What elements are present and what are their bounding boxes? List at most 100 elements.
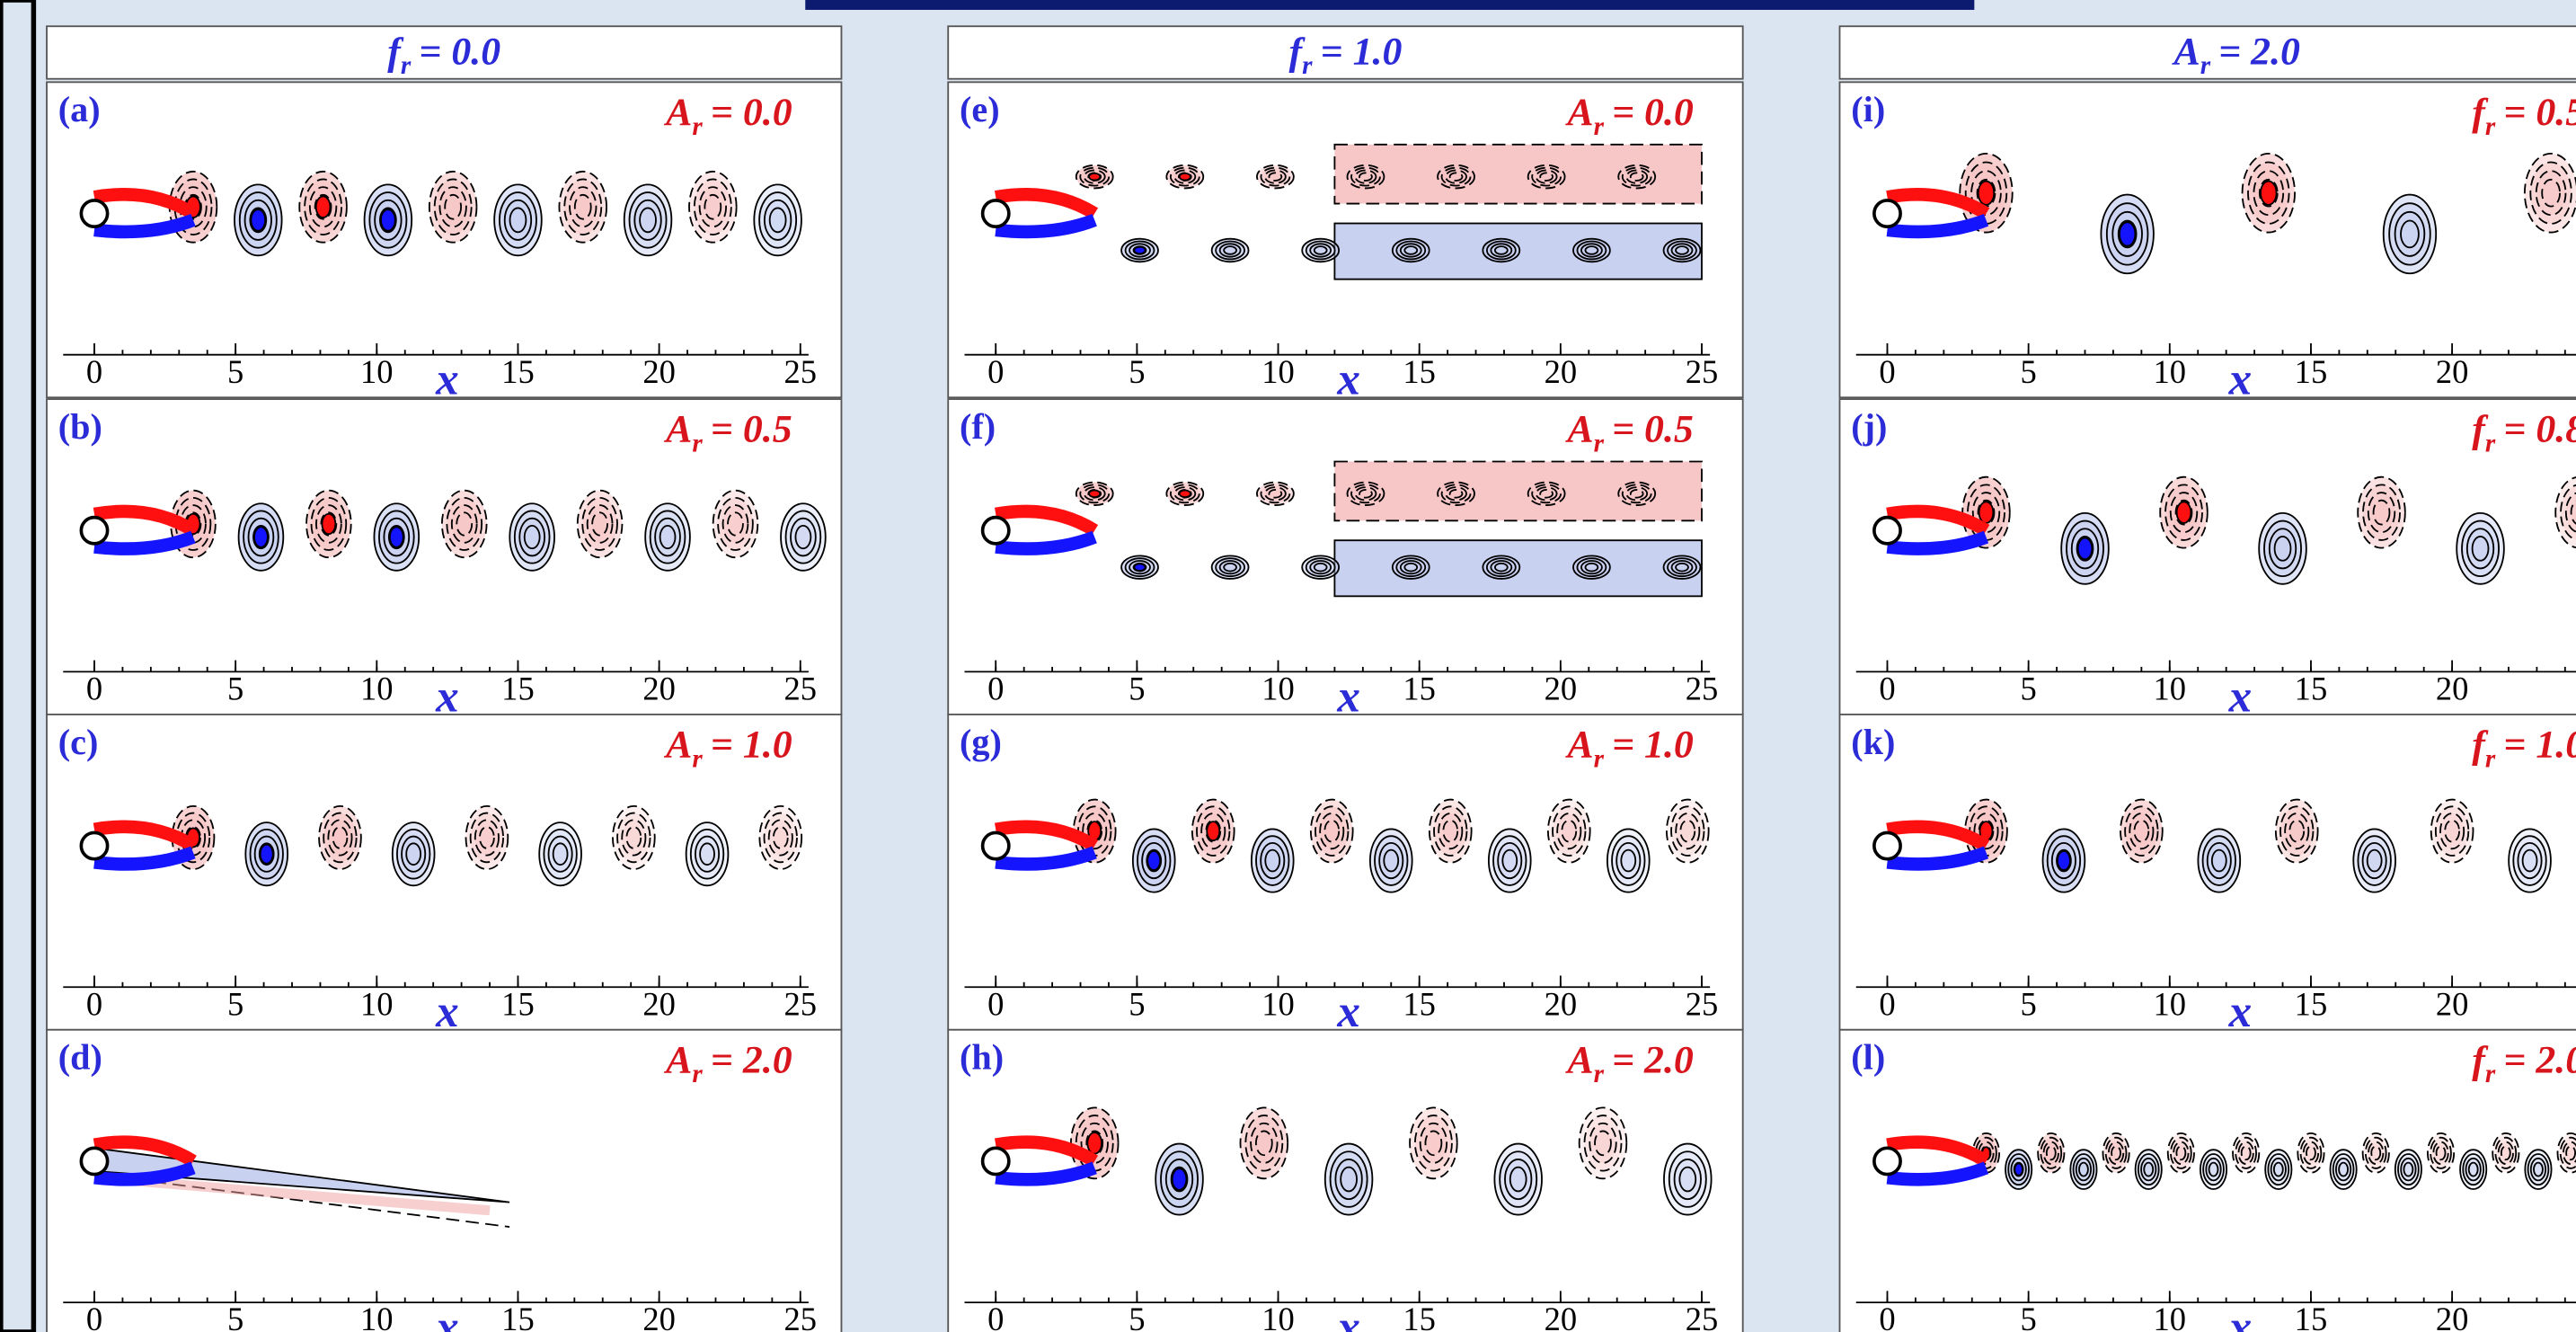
vortex-contour [1425, 1131, 1441, 1155]
symbol: A [663, 408, 692, 451]
vortex-contour [1224, 564, 1236, 572]
panel-parameter: Ar= 1.0 [663, 723, 792, 773]
panel-parameter: Ar= 0.0 [663, 91, 792, 141]
x-tick-label: 10 [1261, 1301, 1295, 1332]
panel: (i)fr= 0.50510152025x [1839, 82, 2576, 404]
panel: (j)fr= 0.80510152025x [1839, 399, 2576, 722]
vortex-contour [2469, 1163, 2478, 1177]
x-tick-label: 20 [1545, 985, 1578, 1022]
vortex-contour [2079, 1163, 2088, 1177]
vortex-contour [1540, 173, 1553, 181]
vortex-contour [2566, 1146, 2575, 1159]
panel: (f)Ar= 0.50510152025x [948, 399, 1742, 722]
x-tick-label: 0 [86, 1301, 102, 1332]
subscript: r [1594, 1060, 1605, 1088]
vortex-contour [2047, 1146, 2056, 1159]
x-tick-label: 5 [227, 670, 243, 706]
vortex-core [381, 209, 395, 231]
panel-label: (k) [1851, 722, 1895, 762]
subscript: r [2485, 430, 2496, 458]
vortex-contour [2242, 1146, 2251, 1159]
vortex-contour [1631, 173, 1643, 181]
symbol: A [1564, 1038, 1593, 1081]
vortex-contour [1404, 246, 1417, 254]
x-axis-label: x [1336, 354, 1360, 405]
symbol: A [663, 1038, 692, 1081]
vortex-core [1089, 173, 1100, 181]
x-tick-label: 0 [1879, 670, 1895, 706]
title-bar [805, 0, 1974, 10]
x-tick-label: 20 [1545, 353, 1578, 390]
vortex-contour [553, 843, 568, 865]
vortex-core [2120, 222, 2136, 245]
vortex-contour [1265, 850, 1279, 872]
symbol: A [1564, 91, 1593, 134]
panel-parameter: Ar= 0.5 [1564, 408, 1694, 458]
cylinder [1874, 1148, 1900, 1174]
subscript: r [401, 51, 412, 80]
vortex-contour [575, 195, 591, 219]
vortex-contour [445, 195, 461, 219]
x-tick-label: 10 [2154, 670, 2187, 706]
value: = 1.0 [1612, 723, 1694, 766]
x-tick-label: 5 [1129, 353, 1145, 390]
panel-label: (l) [1851, 1037, 1885, 1078]
vortex-core [1134, 564, 1145, 571]
value: = 0.5 [711, 408, 792, 451]
vortex-contour [2534, 1163, 2543, 1177]
x-axis-label: x [1336, 1301, 1360, 1332]
panel-parameter: Ar= 0.0 [1564, 91, 1694, 141]
vortex-contour [592, 512, 607, 535]
subscript: r [692, 430, 703, 458]
x-tick-label: 10 [360, 353, 394, 390]
panel-label: (i) [1851, 89, 1885, 129]
vortex-core [1173, 1168, 1187, 1190]
value: = 2.0 [2503, 1038, 2576, 1081]
vortex-contour [1315, 246, 1327, 254]
cylinder [81, 832, 107, 858]
vortex-contour [1256, 1131, 1272, 1155]
x-tick-label: 20 [2436, 1301, 2469, 1332]
x-tick-label: 0 [86, 670, 102, 706]
x-tick-label: 20 [2436, 670, 2469, 706]
vortex-contour [510, 208, 527, 232]
vortex-contour [1404, 564, 1417, 572]
page: fr= 0.0(a)Ar= 0.00510152025x(b)Ar= 0.505… [0, 0, 2576, 1332]
x-tick-label: 25 [1686, 670, 1719, 706]
x-tick-label: 25 [784, 670, 818, 706]
x-tick-label: 20 [2436, 985, 2469, 1022]
vortex-core [254, 527, 268, 546]
x-tick-label: 25 [1686, 985, 1719, 1022]
vortex-core [322, 514, 335, 534]
value: = 1.0 [1321, 30, 1403, 73]
x-tick-label: 15 [1403, 353, 1436, 390]
x-tick-label: 0 [987, 985, 1004, 1022]
x-tick-label: 15 [1403, 1301, 1436, 1332]
x-tick-label: 10 [2154, 353, 2187, 390]
panel-label: (e) [960, 89, 1000, 129]
vortex-core [1147, 851, 1160, 870]
vortex-core [2014, 1164, 2023, 1176]
vortex-contour [2374, 501, 2390, 525]
x-tick-label: 20 [642, 1301, 676, 1332]
vortex-contour [1495, 246, 1508, 254]
x-tick-label: 5 [1129, 670, 1145, 706]
x-tick-label: 15 [1403, 985, 1436, 1022]
vortex-contour [2368, 850, 2382, 872]
x-tick-label: 5 [227, 985, 243, 1022]
x-tick-label: 0 [987, 670, 1004, 706]
vortex-contour [2209, 1163, 2218, 1177]
subscript: r [2485, 744, 2496, 773]
panel: (k)fr= 1.00510152025x [1839, 715, 2576, 1037]
x-tick-label: 20 [642, 985, 676, 1022]
x-tick-label: 20 [1545, 670, 1578, 706]
vortex-contour [1585, 246, 1598, 254]
panel-box [1839, 82, 2576, 397]
cylinder [1874, 832, 1900, 858]
vortex-contour [1269, 173, 1281, 181]
x-tick-label: 0 [86, 985, 102, 1022]
symbol: A [663, 723, 692, 766]
x-tick-label: 0 [86, 353, 102, 390]
subscript: r [1594, 112, 1605, 141]
